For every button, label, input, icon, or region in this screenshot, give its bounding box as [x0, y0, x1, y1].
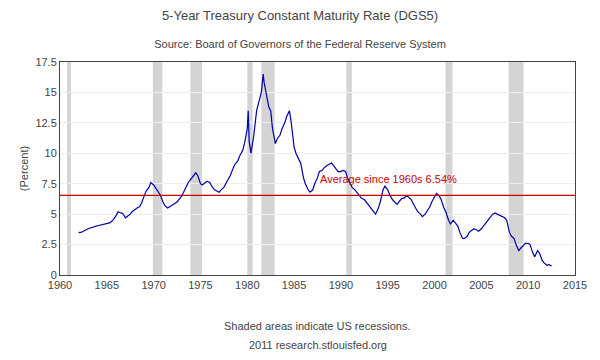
svg-text:12.5: 12.5 [35, 117, 56, 129]
svg-text:1975: 1975 [188, 279, 212, 291]
svg-text:2010: 2010 [516, 279, 540, 291]
svg-text:7.5: 7.5 [42, 178, 57, 190]
svg-text:2015: 2015 [563, 279, 587, 291]
svg-text:5-Year Treasury Constant Matur: 5-Year Treasury Constant Maturity Rate (… [162, 8, 438, 23]
svg-text:1970: 1970 [141, 279, 165, 291]
svg-text:Source: Board of Governors of: Source: Board of Governors of the Federa… [154, 38, 446, 50]
svg-text:1995: 1995 [375, 279, 399, 291]
svg-text:(Percent): (Percent) [18, 146, 30, 191]
svg-text:Shaded areas indicate US reces: Shaded areas indicate US recessions. [224, 320, 411, 332]
svg-text:1980: 1980 [235, 279, 259, 291]
svg-text:1960: 1960 [48, 279, 72, 291]
svg-text:1990: 1990 [329, 279, 353, 291]
svg-text:2011 research.stlouisfed.org: 2011 research.stlouisfed.org [249, 339, 387, 351]
svg-text:0: 0 [51, 269, 57, 281]
svg-text:1965: 1965 [95, 279, 119, 291]
svg-text:1985: 1985 [282, 279, 306, 291]
svg-text:Average since 1960s 6.54%: Average since 1960s 6.54% [320, 173, 457, 185]
svg-text:2005: 2005 [469, 279, 493, 291]
svg-text:2.5: 2.5 [42, 238, 57, 250]
svg-text:17.5: 17.5 [35, 56, 56, 68]
svg-text:15: 15 [45, 86, 57, 98]
svg-text:10: 10 [45, 147, 57, 159]
svg-text:5: 5 [51, 208, 57, 220]
svg-text:2000: 2000 [422, 279, 446, 291]
